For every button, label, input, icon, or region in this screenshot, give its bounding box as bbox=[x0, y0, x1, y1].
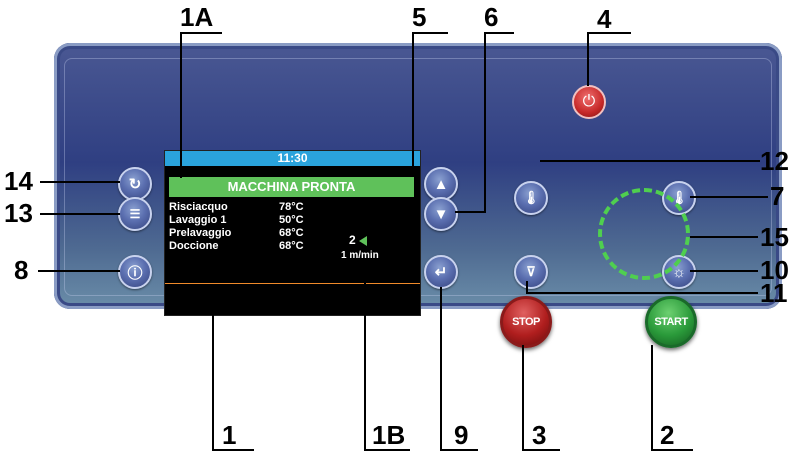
temp-row-prewash: Prelavaggio 68°C bbox=[169, 227, 304, 239]
callout-line bbox=[455, 211, 486, 213]
row-value: 78°C bbox=[279, 201, 304, 213]
callout-line bbox=[587, 32, 589, 86]
row-label: Prelavaggio bbox=[169, 227, 232, 239]
callout-9: 9 bbox=[454, 420, 469, 450]
callout-line bbox=[526, 292, 758, 294]
temp-row-shower: Doccione 68°C bbox=[169, 240, 304, 252]
list-icon: ☰ bbox=[129, 207, 141, 221]
display-screen: 11:30 MACCHINA PRONTA Risciacquo 78°C La… bbox=[164, 150, 421, 316]
screen-divider bbox=[165, 283, 420, 284]
speed-unit: 1 m/min bbox=[341, 250, 379, 261]
power-button[interactable]: ⏻ bbox=[572, 85, 606, 119]
sun-icon: ☼ bbox=[672, 263, 686, 281]
callout-line bbox=[364, 449, 410, 451]
callout-line bbox=[587, 32, 631, 34]
refresh-icon: ↻ bbox=[128, 176, 142, 193]
callout-15: 15 bbox=[760, 222, 789, 252]
triangle-down-icon: ▼ bbox=[433, 205, 449, 223]
row-label: Lavaggio 1 bbox=[169, 214, 227, 226]
callout-line bbox=[180, 32, 182, 178]
tank-drain-icon: ⊽ bbox=[526, 264, 536, 279]
callout-line bbox=[690, 196, 768, 198]
callout-line bbox=[40, 181, 120, 183]
stop-button[interactable]: STOP bbox=[500, 296, 552, 348]
row-value: 50°C bbox=[279, 214, 304, 226]
callout-line bbox=[364, 277, 366, 451]
callout-line bbox=[440, 287, 442, 451]
thermometer-plus-button[interactable]: 🌡 bbox=[514, 181, 548, 215]
callout-line bbox=[522, 345, 524, 451]
speed-arrow-icon bbox=[358, 235, 367, 246]
up-button[interactable]: ▲ bbox=[424, 167, 458, 201]
callout-line bbox=[690, 270, 758, 272]
thermometer-plus-icon: 🌡 bbox=[522, 190, 540, 205]
callout-8: 8 bbox=[14, 255, 29, 285]
callout-line bbox=[526, 281, 528, 293]
reset-button[interactable]: ↻ bbox=[118, 167, 152, 201]
callout-1: 1 bbox=[222, 420, 237, 450]
row-label: Doccione bbox=[169, 240, 219, 252]
callout-line bbox=[412, 32, 448, 34]
callout-6: 6 bbox=[484, 2, 499, 32]
callout-line bbox=[484, 32, 486, 212]
callout-14: 14 bbox=[4, 166, 33, 196]
callout-1a: 1A bbox=[180, 2, 214, 32]
menu-button[interactable]: ☰ bbox=[118, 197, 152, 231]
info-icon: ⓘ bbox=[127, 264, 143, 282]
callout-2: 2 bbox=[660, 420, 675, 450]
callout-3: 3 bbox=[532, 420, 547, 450]
callout-line bbox=[38, 270, 120, 272]
temp-row-wash: Lavaggio 1 50°C bbox=[169, 214, 304, 226]
callout-10: 10 bbox=[760, 255, 789, 285]
callout-line bbox=[334, 206, 336, 278]
callout-5: 5 bbox=[412, 2, 427, 32]
callout-4: 4 bbox=[597, 4, 612, 34]
callout-line bbox=[484, 32, 514, 34]
speed-level-value: 2 bbox=[349, 233, 356, 247]
callout-line bbox=[522, 449, 560, 451]
speed-level: 2 bbox=[349, 233, 367, 247]
callout-12: 12 bbox=[760, 146, 789, 176]
status-ring bbox=[598, 188, 690, 280]
callout-line bbox=[40, 213, 120, 215]
callout-line bbox=[212, 449, 254, 451]
callout-line bbox=[651, 345, 653, 451]
callout-line bbox=[540, 160, 760, 162]
enter-button[interactable]: ↵ bbox=[424, 255, 458, 289]
temp-row-rinse: Risciacquo 78°C bbox=[169, 201, 304, 213]
callout-line bbox=[440, 449, 478, 451]
info-button[interactable]: ⓘ bbox=[118, 255, 152, 289]
row-value: 68°C bbox=[279, 240, 304, 252]
callout-7: 7 bbox=[770, 181, 785, 211]
callout-11: 11 bbox=[760, 278, 788, 308]
power-icon: ⏻ bbox=[582, 93, 596, 110]
callout-line bbox=[412, 32, 414, 170]
start-button[interactable]: START bbox=[645, 296, 697, 348]
callout-line bbox=[334, 277, 366, 279]
row-value: 68°C bbox=[279, 227, 304, 239]
screen-time: 11:30 bbox=[165, 151, 420, 166]
down-button[interactable]: ▼ bbox=[424, 197, 458, 231]
callout-line bbox=[212, 290, 214, 450]
status-banner: MACCHINA PRONTA bbox=[169, 177, 414, 197]
callout-line bbox=[180, 32, 222, 34]
callout-line bbox=[690, 236, 758, 238]
triangle-up-icon: ▲ bbox=[433, 175, 449, 193]
callout-13: 13 bbox=[4, 198, 33, 228]
callout-1b: 1B bbox=[372, 420, 406, 450]
callout-line bbox=[651, 449, 693, 451]
drain-button[interactable]: ⊽ bbox=[514, 255, 548, 289]
enter-icon: ↵ bbox=[434, 264, 448, 281]
row-label: Risciacquo bbox=[169, 201, 228, 213]
